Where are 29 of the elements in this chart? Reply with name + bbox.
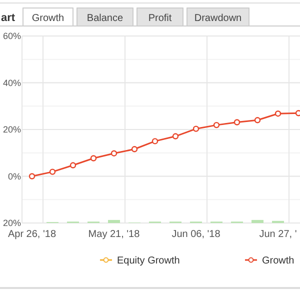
text: Drawdown <box>194 13 242 24</box>
point <box>234 119 240 126</box>
chart-title: art <box>1 12 16 24</box>
legend-label: Growth <box>262 256 294 266</box>
text: Growth <box>32 13 64 24</box>
y-tick-label: 20% <box>2 218 21 228</box>
y-tick-label: 60% <box>2 31 21 41</box>
y-tick-label: 20% <box>2 124 21 134</box>
text: Balance <box>86 13 124 24</box>
point <box>254 117 261 124</box>
y-tick-label: 40% <box>2 78 21 88</box>
x-tick-label: May 21, '18 <box>88 229 140 240</box>
point <box>110 150 118 156</box>
x-tick-label: Jun 06, '18 <box>172 229 221 240</box>
point <box>213 122 220 128</box>
point <box>70 162 76 168</box>
x-tick-label: Apr 26, '18 <box>8 229 56 240</box>
y-tick-label: 0% <box>8 171 21 182</box>
x-tick-label: Jun 27, ' <box>259 229 297 240</box>
point <box>49 168 56 175</box>
point <box>90 155 97 162</box>
point <box>192 126 200 132</box>
point <box>131 146 138 152</box>
point <box>152 138 158 144</box>
point <box>28 173 36 180</box>
point <box>274 110 282 117</box>
legend-label: Equity Growth <box>117 256 180 266</box>
text: Profit <box>148 13 172 24</box>
point <box>172 133 179 140</box>
